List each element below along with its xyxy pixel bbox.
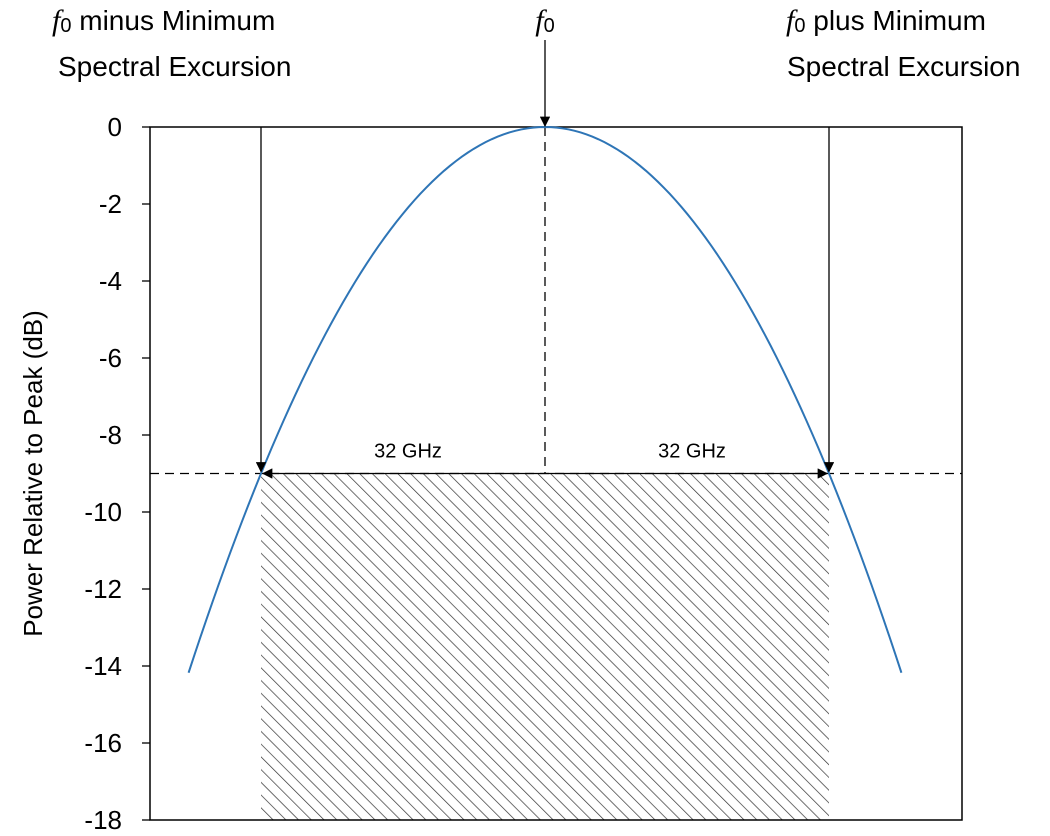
- y-tick-label: -6: [99, 343, 122, 373]
- y-tick-label: -8: [99, 420, 122, 450]
- y-tick-label: -4: [99, 266, 122, 296]
- y-axis-title: Power Relative to Peak (dB): [18, 310, 48, 637]
- span-right-label: 32 GHz: [658, 441, 726, 463]
- left-annotation-line1: f0 minus Minimum: [52, 4, 275, 37]
- y-tick-marks: [142, 126, 150, 821]
- y-tick-label: -2: [99, 189, 122, 219]
- y-tick-labels: 0 -2 -4 -6 -8 -10 -12 -14 -16 -18: [84, 112, 122, 835]
- span-left-label: 32 GHz: [374, 441, 442, 463]
- right-annotation-line1: f0 plus Minimum: [786, 4, 986, 37]
- y-tick-label: -10: [84, 497, 122, 527]
- center-annotation: f0: [535, 4, 554, 37]
- left-annotation-line2: Spectral Excursion: [58, 51, 291, 82]
- y-tick-label: -14: [84, 651, 122, 681]
- y-tick-label: -12: [84, 574, 122, 604]
- excursion-hatched-region: [261, 473, 829, 820]
- right-annotation-line2: Spectral Excursion: [787, 51, 1020, 82]
- y-tick-label: -18: [84, 805, 122, 835]
- y-tick-label: 0: [108, 112, 122, 142]
- y-tick-label: -16: [84, 728, 122, 758]
